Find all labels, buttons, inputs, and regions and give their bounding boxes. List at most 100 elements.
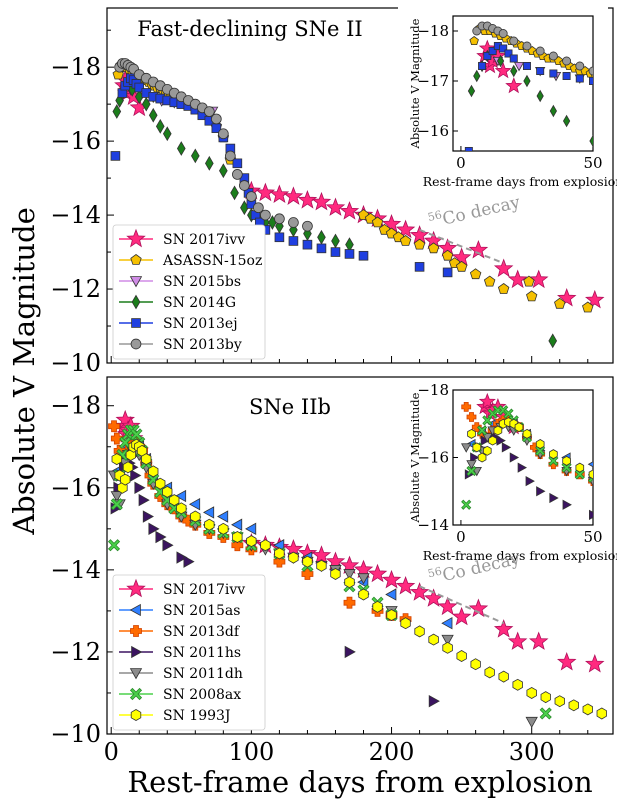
data-point [428,694,440,708]
inset-data-point [478,392,496,410]
inset-data-point [536,486,546,497]
inset-data-point [523,74,531,88]
y-tick-label: −16 [50,127,101,155]
inset-data-point [509,54,518,63]
inset-data-point [548,455,559,466]
inset-data-point [575,74,584,83]
inset-data-point [466,460,477,470]
inset-data-point [517,462,528,473]
data-point [409,582,430,601]
inset-x-label: Rest-frame days from explosion [423,174,617,189]
inset-y-tick-label: −16 [417,122,449,140]
inset-y-label: Absolute V Magnitude [408,18,422,149]
data-point [330,568,341,580]
data-point [596,707,607,720]
data-point [413,238,426,250]
legend-marker [130,709,142,721]
data-point [372,600,383,613]
data-point [169,494,180,507]
data-point [585,289,605,309]
legend-label: SN 2013by [163,337,242,353]
data-point [274,213,285,225]
data-point [190,148,200,164]
legend-marker [131,645,143,659]
data-point [230,185,239,201]
data-point [325,197,346,216]
data-point [190,510,201,523]
y-tick-label: −10 [50,349,101,377]
data-point [414,262,425,272]
inset-data-point [536,67,545,76]
inset-y-tick-label: −18 [417,381,449,399]
inset-y-label: Absolute V Magnitude [408,392,422,523]
data-point [585,653,605,673]
data-point [162,126,172,142]
data-point [395,219,416,239]
legend-item-sn-2015as: SN 2015as [119,603,240,619]
inset-data-point [504,49,513,58]
legend-item-sn-2014g: SN 2014G [119,294,236,311]
data-point [427,242,440,254]
data-point [239,180,250,191]
data-point [568,699,579,712]
data-point [316,559,327,572]
inset-data-point [562,499,572,510]
data-point [202,506,215,519]
data-point [302,239,313,250]
data-point [493,619,514,638]
data-point [339,201,360,220]
y-axis-label: Absolute V Magnitude [7,207,41,536]
legend-marker [131,318,141,328]
legend-marker [126,228,146,248]
inset-series-sn-2013by [472,21,593,76]
data-point [437,596,458,616]
inset-data-point [473,69,481,83]
inset-data-point [466,412,477,422]
data-point [358,588,369,601]
data-point [231,539,244,552]
legend-item-sn-2013df: SN 2013df [119,624,241,640]
legend-label: SN 2008ax [163,687,241,703]
inset-data-point [466,465,477,477]
data-point [297,190,318,209]
inset-data-point [494,62,512,79]
data-point [260,209,271,221]
data-point [455,260,468,272]
legend-item-sn-2013ej: SN 2013ej [119,316,238,332]
data-point [367,563,388,583]
y-tick-label: −18 [50,53,101,81]
data-point [311,191,332,211]
data-point [219,163,228,179]
inset-data-point [522,428,532,439]
data-point [176,141,186,156]
inset-data-point [574,469,585,480]
legend-item-sn-2017ivv: SN 2017ivv [119,228,245,248]
data-point [557,288,577,307]
data-point [246,535,257,548]
bottom-panel-title: SNe IIb [249,395,331,419]
legend-item-sn-2011dh: SN 2011dh [119,666,243,682]
data-point [245,522,257,536]
inset-data-point [493,425,503,436]
legend-item-sn-2013by: SN 2013by [119,337,242,353]
inset-data-point [522,41,532,51]
data-point [493,258,514,278]
data-point [232,531,243,543]
data-point [582,703,593,716]
inset-data-point [522,62,531,71]
y-tick-label: −18 [50,392,101,420]
data-point [317,229,326,245]
inset-data-point [461,499,472,510]
inset-data-point [509,452,520,463]
data-point [224,150,236,162]
data-point [260,539,271,552]
inset-data-point [588,66,593,76]
data-point [232,158,243,169]
data-point [386,609,397,621]
data-point [451,606,472,626]
legend-label: SN 2015as [163,603,240,619]
data-point [217,510,229,523]
legend-item-sn-1993j: SN 1993J [119,708,231,724]
inset-data-point [549,449,558,460]
inset-data-point [483,52,492,61]
